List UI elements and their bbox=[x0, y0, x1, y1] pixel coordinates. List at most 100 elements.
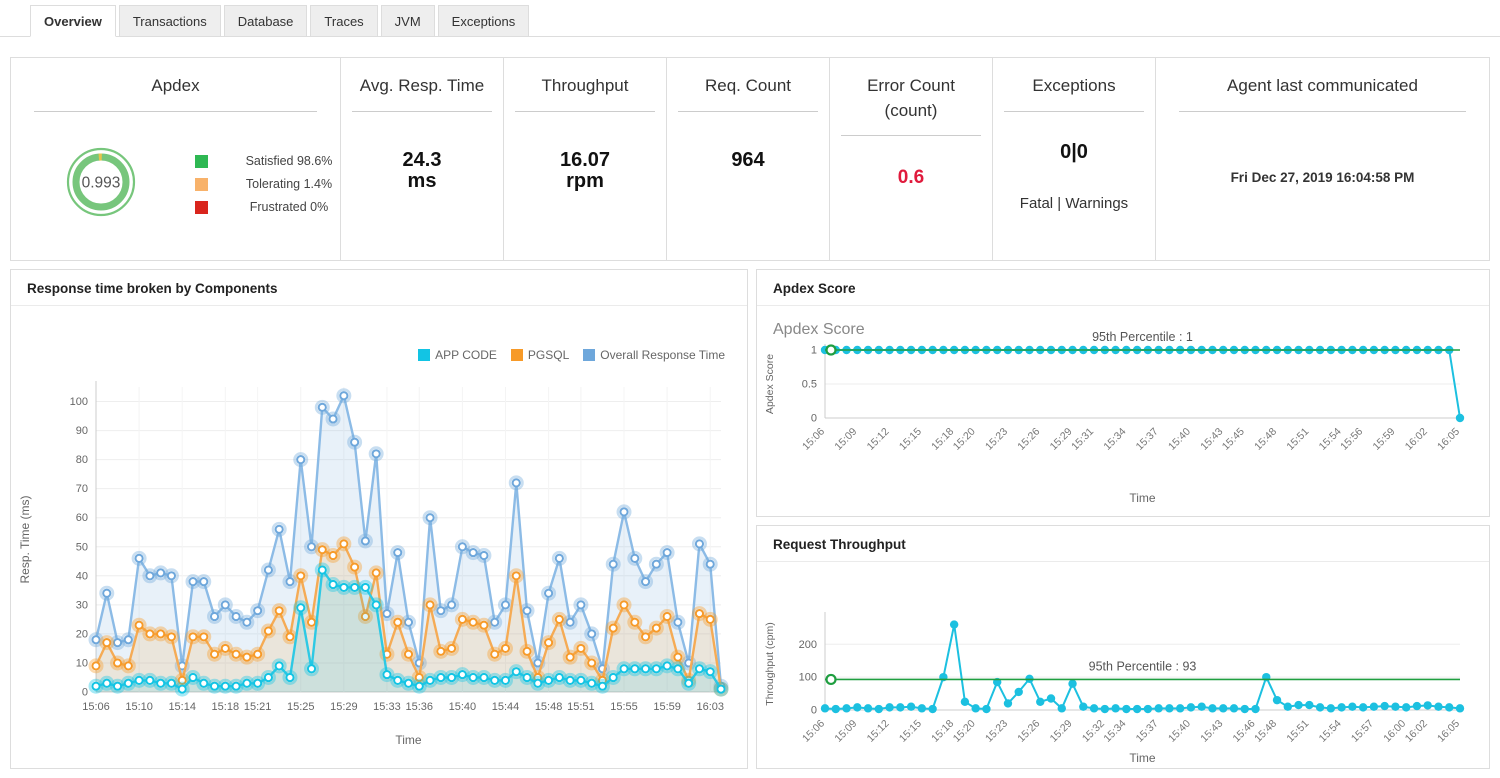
svg-text:15:37: 15:37 bbox=[1134, 426, 1161, 453]
svg-text:15:56: 15:56 bbox=[1338, 426, 1365, 453]
svg-text:15:32: 15:32 bbox=[1080, 718, 1107, 745]
svg-text:15:48: 15:48 bbox=[1252, 426, 1279, 453]
svg-text:15:18: 15:18 bbox=[929, 426, 956, 453]
svg-text:50: 50 bbox=[76, 541, 88, 553]
svg-text:Time: Time bbox=[1129, 491, 1156, 505]
svg-text:Throughput (cpm): Throughput (cpm) bbox=[764, 622, 776, 705]
kpi-title: Throughput bbox=[541, 76, 629, 95]
tab-exceptions[interactable]: Exceptions bbox=[437, 5, 530, 37]
tab-jvm[interactable]: JVM bbox=[380, 5, 435, 37]
tab-bar: Overview Transactions Database Traces JVM Exc… bbox=[0, 0, 1500, 37]
svg-text:15:12: 15:12 bbox=[865, 718, 892, 745]
legend-swatch-icon bbox=[195, 177, 208, 191]
svg-text:Time: Time bbox=[395, 733, 422, 747]
svg-text:15:57: 15:57 bbox=[1349, 718, 1376, 745]
svg-text:15:51: 15:51 bbox=[1284, 426, 1311, 453]
svg-text:15:45: 15:45 bbox=[1220, 426, 1247, 453]
response-time-chart[interactable]: 0 10 20 30 40 50 60 70 80 90 100 15:06 15:10 15:14 15:… bbox=[11, 362, 741, 758]
svg-text:15:26: 15:26 bbox=[1015, 718, 1042, 745]
series-legend-item[interactable]: Overall Response Time bbox=[583, 348, 725, 362]
svg-text:15:29: 15:29 bbox=[1048, 718, 1075, 745]
response-time-panel: Response time broken by Components APP C… bbox=[10, 269, 748, 769]
svg-text:15:40: 15:40 bbox=[1166, 426, 1193, 453]
kpi-title: Error Count (count) bbox=[867, 76, 955, 120]
legend-label: PGSQL bbox=[527, 348, 570, 362]
kpi-exceptions: Exceptions 0|0 Fatal | Warnings bbox=[993, 58, 1156, 260]
svg-text:15:43: 15:43 bbox=[1198, 718, 1225, 745]
divider bbox=[1179, 110, 1466, 112]
svg-text:16:05: 16:05 bbox=[1435, 718, 1462, 745]
svg-text:15:59: 15:59 bbox=[1370, 426, 1397, 453]
svg-text:10: 10 bbox=[76, 657, 88, 669]
svg-text:15:55: 15:55 bbox=[610, 701, 638, 713]
svg-text:15:21: 15:21 bbox=[244, 701, 272, 713]
kpi-title: Req. Count bbox=[705, 76, 791, 95]
divider bbox=[841, 135, 981, 137]
svg-text:15:54: 15:54 bbox=[1317, 426, 1344, 453]
svg-text:16:05: 16:05 bbox=[1435, 426, 1462, 453]
legend-label: Overall Response Time bbox=[600, 348, 725, 362]
apdex-legend: Satisfied 98.6% Tolerating 1.4% Frustrated… bbox=[195, 154, 344, 214]
divider bbox=[515, 110, 655, 112]
svg-text:15:37: 15:37 bbox=[1134, 718, 1161, 745]
svg-text:15:34: 15:34 bbox=[1101, 426, 1128, 453]
svg-text:1: 1 bbox=[811, 345, 817, 357]
svg-text:15:06: 15:06 bbox=[82, 701, 110, 713]
svg-text:Resp. Time (ms): Resp. Time (ms) bbox=[18, 495, 32, 583]
kpi-throughput: Throughput 16.07 rpm bbox=[504, 58, 667, 260]
svg-text:80: 80 bbox=[76, 454, 88, 466]
kpi-apdex-title: Apdex bbox=[151, 76, 200, 95]
svg-text:16:03: 16:03 bbox=[696, 701, 724, 713]
svg-text:95th Percentile : 1: 95th Percentile : 1 bbox=[1092, 330, 1193, 344]
svg-text:0: 0 bbox=[82, 687, 88, 699]
svg-text:15:54: 15:54 bbox=[1317, 718, 1344, 745]
svg-text:100: 100 bbox=[70, 396, 88, 408]
tab-transactions[interactable]: Transactions bbox=[118, 5, 221, 37]
tab-database[interactable]: Database bbox=[223, 5, 308, 37]
exceptions-subtitle: Fatal | Warnings bbox=[1019, 194, 1129, 212]
svg-text:15:51: 15:51 bbox=[567, 701, 595, 713]
series-legend-item[interactable]: PGSQL bbox=[510, 348, 570, 362]
value: 16.07 bbox=[559, 148, 611, 171]
kpi-row: Apdex 0.993 Satisfied 98.6% Tolerating 1.… bbox=[10, 57, 1490, 261]
apdex-gauge: 0.993 bbox=[59, 140, 143, 229]
svg-text:15:10: 15:10 bbox=[125, 701, 153, 713]
series-legend-item[interactable]: APP CODE bbox=[418, 348, 497, 362]
svg-text:15:23: 15:23 bbox=[983, 426, 1010, 453]
divider bbox=[352, 110, 492, 112]
throughput-value: 16.07 rpm bbox=[504, 148, 666, 192]
svg-text:15:20: 15:20 bbox=[951, 718, 978, 745]
apdex-score-panel-title: Apdex Score bbox=[757, 270, 1489, 306]
svg-text:15:12: 15:12 bbox=[865, 426, 892, 453]
kpi-title: Exceptions bbox=[1032, 76, 1116, 95]
svg-text:15:51: 15:51 bbox=[1284, 718, 1311, 745]
apdex-legend-item: Tolerating 1.4% bbox=[195, 177, 344, 191]
tab-overview[interactable]: Overview bbox=[30, 5, 116, 37]
svg-text:15:26: 15:26 bbox=[1015, 426, 1042, 453]
apdex-legend-item: Frustrated 0% bbox=[195, 200, 344, 214]
legend-label: Satisfied 98.6% bbox=[245, 154, 333, 169]
req-count-value: 964 bbox=[731, 148, 765, 171]
svg-text:15:46: 15:46 bbox=[1231, 718, 1258, 745]
kpi-agent-last-communicated: Agent last communicated Fri Dec 27, 2019… bbox=[1156, 58, 1489, 260]
svg-text:15:31: 15:31 bbox=[1069, 426, 1096, 453]
kpi-title: Agent last communicated bbox=[1227, 76, 1418, 95]
svg-text:15:15: 15:15 bbox=[897, 718, 924, 745]
svg-text:200: 200 bbox=[799, 639, 817, 651]
response-time-legend: APP CODE PGSQL Overall Response Time bbox=[11, 348, 725, 362]
svg-text:0: 0 bbox=[811, 705, 817, 717]
svg-text:15:48: 15:48 bbox=[535, 701, 563, 713]
kpi-error-count: Error Count (count) 0.6 bbox=[830, 58, 993, 260]
svg-text:15:29: 15:29 bbox=[330, 701, 358, 713]
svg-text:15:34: 15:34 bbox=[1101, 718, 1128, 745]
tab-traces[interactable]: Traces bbox=[310, 5, 378, 37]
divider bbox=[678, 110, 818, 112]
svg-text:0.5: 0.5 bbox=[802, 379, 817, 391]
svg-text:15:23: 15:23 bbox=[983, 718, 1010, 745]
svg-text:15:48: 15:48 bbox=[1252, 718, 1279, 745]
unit: rpm bbox=[566, 169, 604, 192]
svg-text:15:09: 15:09 bbox=[832, 718, 859, 745]
svg-text:16:02: 16:02 bbox=[1403, 426, 1430, 453]
